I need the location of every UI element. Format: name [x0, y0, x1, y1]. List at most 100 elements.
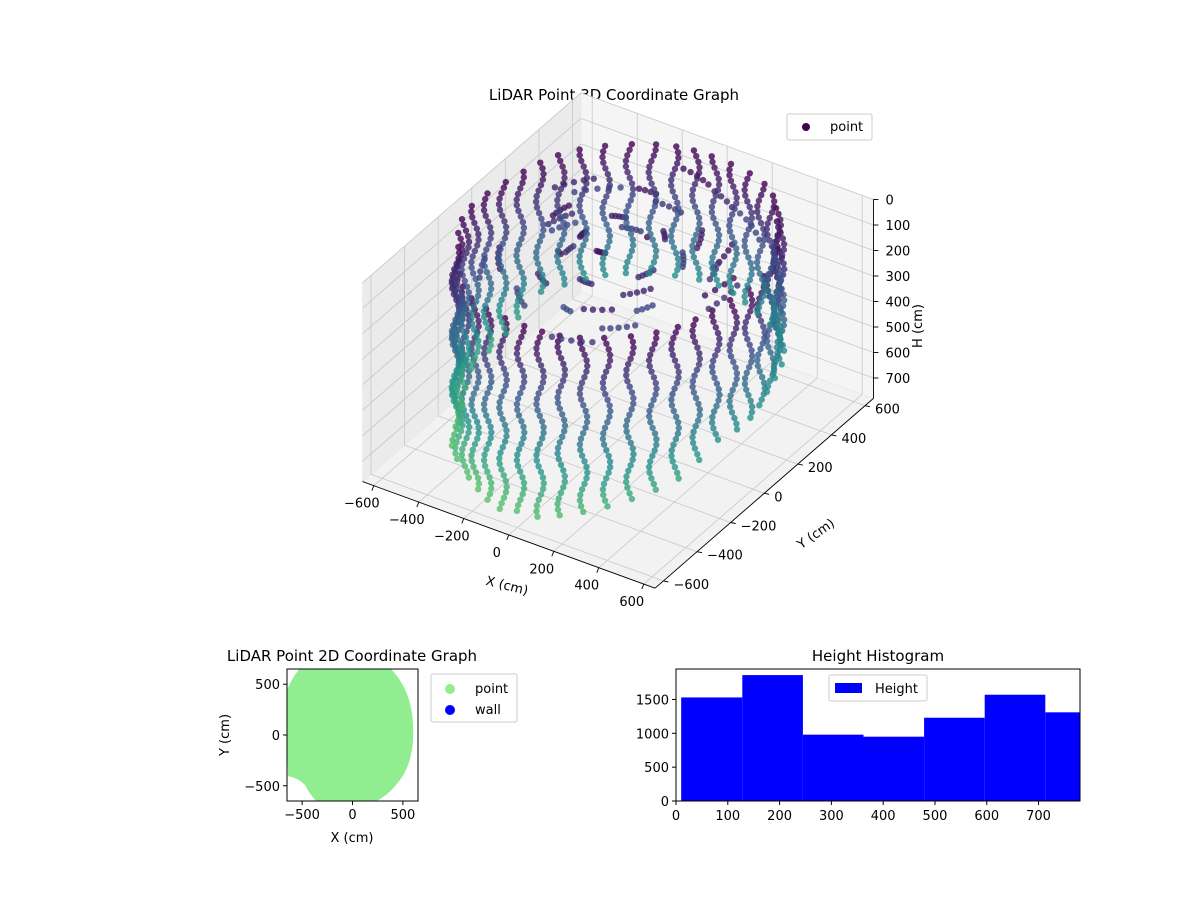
lidar-point [583, 418, 591, 426]
histogram-title: Height Histogram [812, 647, 944, 665]
lidar-point [576, 441, 584, 448]
lidar-point [538, 418, 546, 425]
lidar-point [519, 384, 526, 391]
lidar-point [756, 247, 764, 255]
lidar-point [715, 386, 722, 393]
lidar-point [646, 413, 653, 420]
lidar-point [757, 345, 764, 353]
lidar-point [777, 328, 784, 335]
lidar-point [748, 358, 755, 365]
lidar-point [633, 307, 640, 314]
lidar-point [743, 369, 750, 376]
lidar-point [696, 270, 703, 278]
lidar-point [638, 306, 646, 313]
lidar-point [715, 181, 723, 188]
lidar-point [517, 496, 524, 503]
lidar-point [459, 367, 466, 374]
lidar-point [763, 276, 771, 283]
lidar-point [742, 181, 749, 188]
lidar-point [714, 346, 721, 354]
lidar-point [534, 243, 541, 250]
lidar-point [708, 363, 716, 370]
lidar-point [576, 390, 584, 398]
lidar-point [766, 321, 773, 328]
lidar-point [742, 287, 749, 295]
x-tick [551, 551, 555, 557]
lidar-point [747, 308, 754, 315]
lidar-point [748, 409, 756, 416]
lidar-point [600, 441, 608, 448]
lidar-point [671, 357, 679, 364]
lidar-point [520, 423, 527, 430]
lidar-point [454, 455, 461, 463]
lidar-point [623, 372, 630, 379]
lidar-point [554, 444, 562, 452]
lidar-point [480, 201, 488, 208]
lidar-point [741, 380, 749, 388]
lidar-point [717, 193, 725, 200]
lidar-point [469, 446, 476, 453]
lidar-point [754, 357, 761, 364]
lidar-point [470, 390, 477, 397]
lidar-point [695, 214, 703, 222]
lidar-point [695, 265, 702, 272]
lidar-point [519, 219, 527, 226]
lidar-point [748, 302, 756, 309]
lidar-point [487, 434, 494, 442]
lidar-point [689, 186, 697, 193]
lidar-point [577, 385, 584, 392]
lidar-point [764, 383, 772, 390]
lidar-point [716, 391, 723, 398]
lidar-point [715, 237, 722, 244]
lidar-point [480, 401, 488, 408]
lidar-point [484, 190, 491, 197]
lidar-point [741, 237, 748, 244]
lidar-point [675, 424, 682, 432]
y-tick-label: 0 [272, 729, 280, 744]
lidar-point [777, 322, 784, 330]
lidar-point [481, 462, 489, 470]
lidar-point [773, 289, 780, 296]
lidar-point [485, 240, 492, 248]
lidar-point [670, 407, 677, 415]
lidar-point [468, 315, 475, 322]
x-tick-label: 500 [923, 809, 948, 824]
lidar-point [520, 485, 528, 492]
lidar-point [727, 403, 734, 410]
lidar-point [622, 422, 630, 430]
lidar-point [743, 231, 750, 239]
lidar-point [726, 397, 733, 405]
lidar-point [451, 431, 458, 438]
lidar-point [696, 456, 703, 464]
lidar-point [600, 374, 608, 381]
lidar-point [601, 142, 609, 150]
lidar-point [760, 225, 767, 232]
lidar-point [481, 406, 488, 413]
lidar-point [513, 196, 520, 203]
lidar-point [457, 342, 464, 349]
lidar-point [627, 462, 634, 469]
lidar-point [572, 219, 579, 226]
lidar-point [486, 384, 493, 391]
lidar-point [498, 500, 505, 507]
lidar-point [580, 163, 587, 170]
lidar-point [458, 266, 465, 273]
lidar-point [516, 263, 523, 271]
lidar-point [627, 355, 634, 362]
z-tick-label: 600 [885, 347, 910, 362]
z-tick-label: 700 [885, 372, 910, 387]
lidar-point [557, 355, 565, 362]
lidar-point [539, 283, 547, 290]
lidar-point [483, 412, 490, 419]
lidar-point [755, 351, 762, 358]
lidar-point [714, 260, 722, 267]
lidar-point [533, 254, 540, 262]
lidar-point [537, 266, 544, 273]
lidar-point [499, 444, 506, 451]
lidar-point [519, 490, 526, 498]
lidar-point [533, 401, 540, 408]
lidar-point [653, 436, 660, 443]
lidar-point [555, 208, 563, 215]
lidar-point [451, 325, 459, 332]
lidar-point [556, 224, 563, 231]
